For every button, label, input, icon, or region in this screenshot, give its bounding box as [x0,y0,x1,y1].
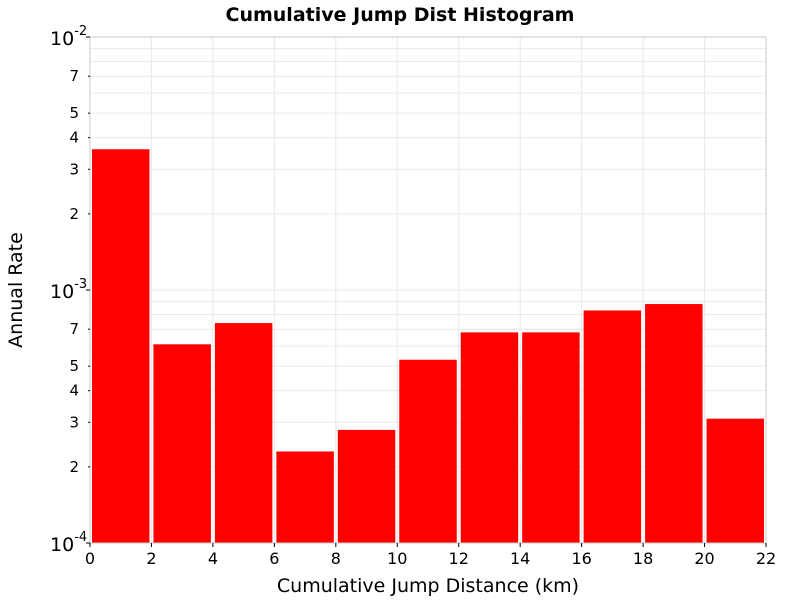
y-major-tick-label: 10-3 [50,277,87,303]
y-minor-tick-label: 5 [69,104,79,122]
x-tick-label: 16 [571,549,591,568]
histogram-bar [706,418,764,543]
y-minor-tick-label: 2 [69,205,79,223]
y-minor-tick-label: 4 [69,129,79,147]
y-minor-tick-label: 7 [69,67,79,85]
bars [92,149,764,543]
chart-title: Cumulative Jump Dist Histogram [226,4,575,26]
y-axis-label: Annual Rate [5,232,27,348]
histogram-bar [92,149,150,543]
histogram-bar [153,344,211,543]
histogram-bar [276,451,334,543]
x-tick-label: 12 [449,549,469,568]
histogram-bar [214,323,273,543]
y-minor-tick-label: 4 [69,382,79,400]
histogram-bar [399,359,457,543]
histogram-bar [522,332,580,543]
x-tick-label: 0 [85,549,95,568]
x-tick-label: 20 [694,549,714,568]
y-major-tick-label: 10-2 [50,24,87,50]
x-tick-label: 2 [146,549,156,568]
x-axis-label: Cumulative Jump Distance (km) [277,575,579,597]
y-major-tick-label: 10-4 [50,530,87,556]
x-tick-label: 18 [633,549,653,568]
x-tick-label: 10 [387,549,407,568]
histogram-bar [460,332,519,543]
x-tick-label: 14 [510,549,530,568]
histogram-bar [583,310,642,543]
y-minor-tick-label: 7 [69,320,79,338]
x-tick-label: 6 [269,549,279,568]
x-axis-ticks: 0 2 4 6 8 10 12 14 16 18 20 22 [85,543,776,568]
x-tick-label: 4 [208,549,218,568]
y-minor-tick-label: 2 [69,458,79,476]
x-tick-label: 8 [331,549,341,568]
histogram-bar [645,304,703,543]
y-minor-tick-label: 3 [69,413,79,431]
y-axis-ticks: 10-4 10-3 10-2 2 3 4 5 7 2 3 4 5 7 [50,24,90,556]
y-minor-tick-label: 3 [69,160,79,178]
histogram-bar [337,429,396,543]
x-tick-label: 22 [756,549,776,568]
y-minor-tick-label: 5 [69,357,79,375]
